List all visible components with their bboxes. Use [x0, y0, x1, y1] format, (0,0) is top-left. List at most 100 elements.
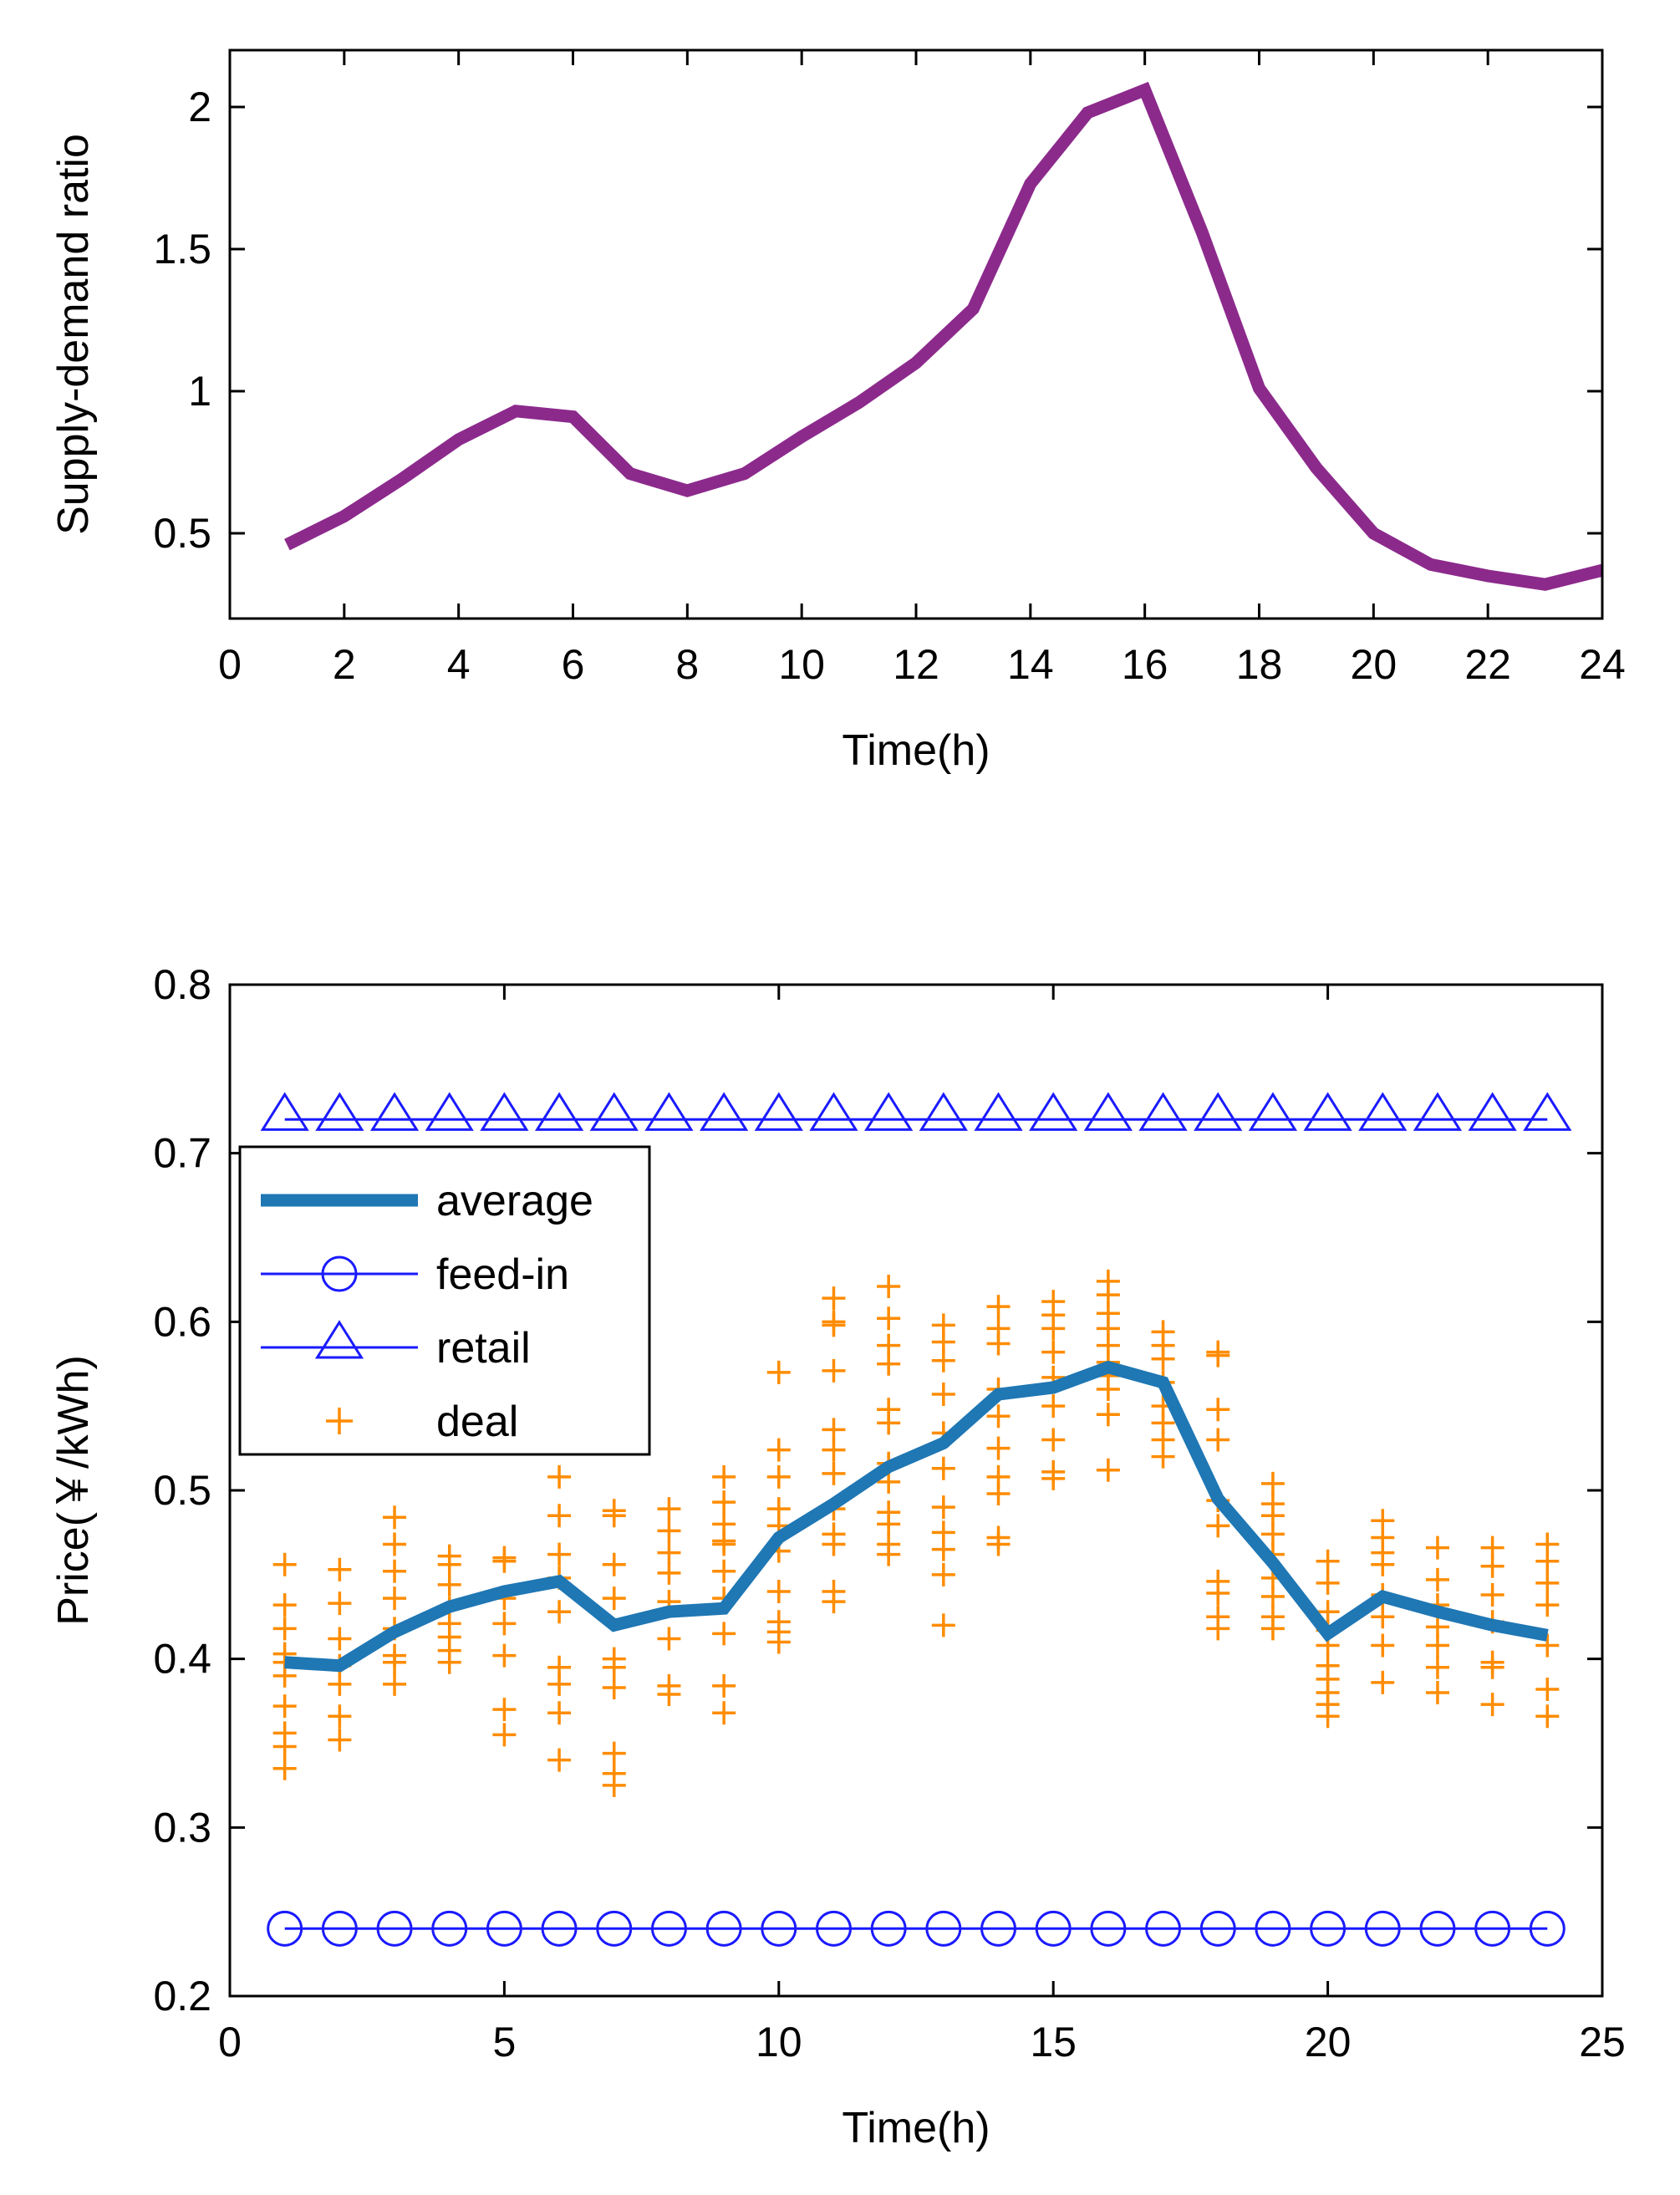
retail-marker: [864, 1092, 914, 1131]
top-x-tick-label: 20: [1351, 641, 1397, 688]
deal-marker: [1425, 1655, 1449, 1679]
bottom-x-axis-label: Time(h): [842, 2104, 990, 2152]
bottom-x-tick-label: 25: [1579, 2019, 1626, 2065]
legend-item-feed-in: feed-in: [261, 1250, 569, 1299]
deal-marker: [437, 1572, 461, 1597]
deal-marker: [657, 1541, 681, 1565]
deal-marker: [822, 1590, 846, 1614]
feed-in-marker: [815, 1910, 852, 1947]
deal-marker: [1096, 1378, 1120, 1401]
feed-in-marker: [376, 1910, 413, 1947]
deal-marker: [1425, 1535, 1449, 1560]
deal-marker: [1260, 1522, 1285, 1546]
legend-swatch-deal: [326, 1408, 353, 1434]
deal-marker: [931, 1456, 955, 1480]
deal-marker: [272, 1756, 297, 1780]
deal-marker: [657, 1519, 681, 1543]
deal-marker: [602, 1586, 626, 1611]
deal-marker: [1371, 1605, 1395, 1629]
retail-marker: [1523, 1092, 1572, 1131]
feed-in-marker: [1474, 1910, 1511, 1947]
deal-marker: [492, 1723, 517, 1747]
legend-swatch-retail-marker: [314, 1320, 364, 1359]
feed-in-marker: [1364, 1910, 1401, 1947]
deal-marker: [547, 1504, 572, 1528]
deal-marker: [712, 1532, 736, 1556]
feed-in-marker: [541, 1910, 578, 1947]
supply-demand-chart: 0 2 4 6 8 10 12 14 16 18 20 22 24 0.511.52 Time(h) S…: [49, 48, 1626, 775]
top-x-axis-label: Time(h): [842, 726, 990, 775]
deal-marker: [657, 1627, 681, 1651]
feed-in-marker: [321, 1910, 358, 1947]
retail-marker: [1248, 1092, 1298, 1131]
deal-marker: [766, 1630, 791, 1654]
deal-marker: [328, 1592, 352, 1616]
feed-in-marker: [1035, 1910, 1072, 1947]
legend-swatch-feed-in-marker: [321, 1255, 358, 1292]
feed-in-marker: [705, 1910, 742, 1947]
deal-marker: [1480, 1693, 1504, 1717]
deal-marker: [712, 1701, 736, 1725]
deal-marker: [383, 1532, 407, 1556]
deal-marker: [877, 1411, 901, 1435]
average-line: [284, 1360, 1549, 1673]
deal-marker: [1206, 1343, 1230, 1367]
legend-box: [238, 1145, 651, 1456]
supply-demand-line: [284, 81, 1604, 591]
deal-marker: [822, 1532, 846, 1556]
bottom-y-tick-label: 0.5: [153, 1467, 211, 1514]
bottom-y-tick-label: 0.3: [153, 1804, 211, 1851]
price-series-group: [284, 1118, 1549, 1930]
deal-marker: [931, 1537, 955, 1561]
price-markers-group: [260, 1092, 1572, 1947]
top-x-tick-label: 18: [1236, 641, 1283, 688]
top-x-tick-label: 24: [1579, 641, 1626, 688]
feed-in-marker: [596, 1910, 633, 1947]
deal-marker: [1371, 1633, 1395, 1658]
deal-marker: [1260, 1471, 1285, 1495]
deal-marker: [1041, 1428, 1066, 1452]
deal-marker: [547, 1748, 572, 1772]
feed-in-marker: [650, 1910, 687, 1947]
deal-marker: [1480, 1583, 1504, 1607]
deal-marker: [1480, 1655, 1504, 1679]
deal-marker: [1316, 1549, 1340, 1573]
retail-marker: [1413, 1092, 1463, 1131]
legend-label-deal: deal: [436, 1398, 518, 1446]
deal-marker: [1535, 1633, 1560, 1658]
deal-marker: [822, 1313, 846, 1337]
bottom-x-ticks: 0 5 10 15 20 25: [218, 985, 1626, 2065]
top-x-tick-label: 14: [1007, 641, 1054, 688]
deal-marker: [547, 1542, 572, 1566]
legend-items: average feed-in retail deal: [261, 1177, 593, 1446]
deal-marker: [383, 1586, 407, 1611]
deal-marker: [547, 1600, 572, 1624]
feed-in-marker: [870, 1910, 907, 1947]
deal-marker: [1041, 1466, 1066, 1490]
deal-marker: [712, 1673, 736, 1698]
deal-marker: [272, 1617, 297, 1641]
retail-marker: [534, 1092, 584, 1131]
deal-marker: [1316, 1704, 1340, 1729]
top-x-tick-label: 6: [562, 641, 585, 688]
retail-marker: [425, 1092, 474, 1131]
deal-marker: [1425, 1681, 1449, 1704]
deal-marker: [877, 1512, 901, 1536]
bottom-y-tick-label: 0.7: [153, 1130, 211, 1177]
deal-marker: [602, 1655, 626, 1679]
deal-marker: [272, 1552, 297, 1576]
deal-marker: [1371, 1552, 1395, 1576]
deal-marker: [492, 1549, 517, 1573]
retail-marker: [1358, 1092, 1408, 1131]
top-y-tick-label: 0.5: [153, 510, 211, 557]
feed-in-marker: [431, 1910, 468, 1947]
deal-marker: [986, 1295, 1011, 1319]
feed-in-marker: [1199, 1910, 1236, 1947]
deal-marker: [712, 1622, 736, 1646]
deal-marker: [383, 1505, 407, 1530]
feed-in-marker: [1529, 1910, 1565, 1947]
deal-marker: [602, 1675, 626, 1699]
deal-marker: [383, 1559, 407, 1583]
deal-marker: [657, 1683, 681, 1707]
deal-marker: [547, 1672, 572, 1696]
